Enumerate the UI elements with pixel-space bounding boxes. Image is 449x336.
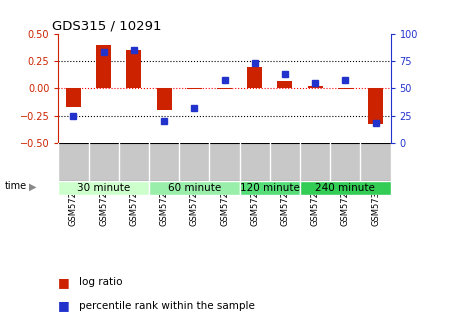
Bar — [149, 180, 240, 195]
Bar — [217, 88, 232, 89]
Bar — [157, 88, 172, 110]
Text: 30 minute: 30 minute — [77, 183, 130, 193]
Bar — [96, 45, 111, 88]
Bar — [58, 180, 149, 195]
Bar — [338, 88, 353, 89]
Bar — [240, 180, 300, 195]
Text: 240 minute: 240 minute — [315, 183, 375, 193]
Bar — [277, 81, 292, 88]
Text: time: time — [4, 181, 26, 192]
Text: 60 minute: 60 minute — [167, 183, 221, 193]
Bar — [126, 50, 141, 88]
Bar — [187, 88, 202, 89]
Text: 120 minute: 120 minute — [240, 183, 300, 193]
Bar — [308, 86, 323, 88]
Bar — [247, 68, 262, 88]
Text: ▶: ▶ — [29, 181, 37, 192]
Text: GDS315 / 10291: GDS315 / 10291 — [52, 19, 161, 33]
Text: log ratio: log ratio — [79, 277, 122, 287]
Bar — [66, 88, 81, 107]
Bar — [300, 180, 391, 195]
Text: percentile rank within the sample: percentile rank within the sample — [79, 301, 255, 311]
Bar — [368, 88, 383, 124]
Text: ■: ■ — [58, 276, 70, 289]
Text: ■: ■ — [58, 299, 70, 312]
